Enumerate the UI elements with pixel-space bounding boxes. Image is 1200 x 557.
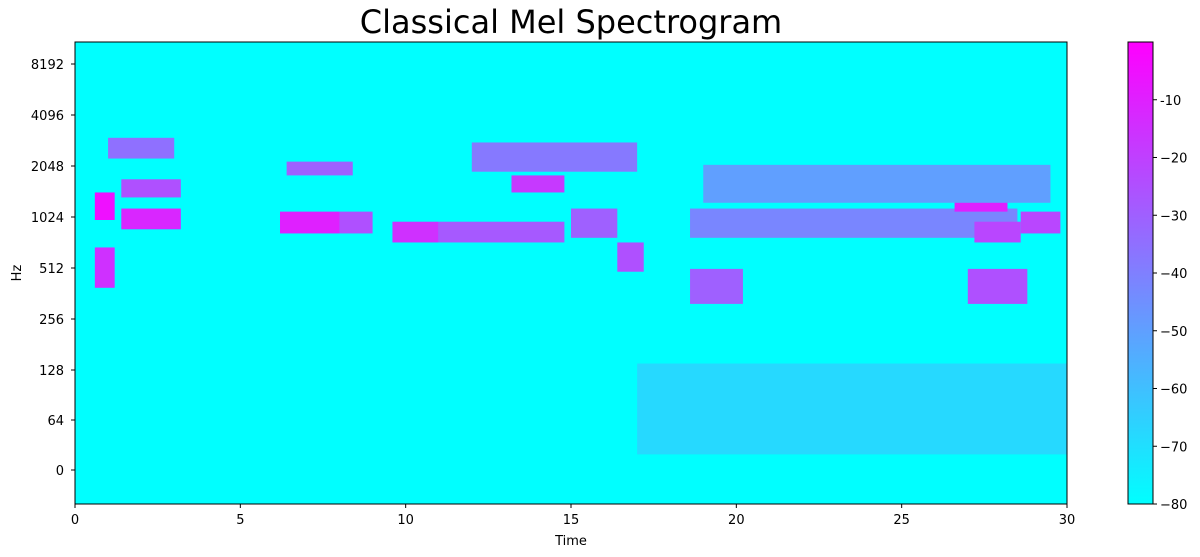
chart-title: Classical Mel Spectrogram (360, 3, 782, 41)
y-tick-label-0: 0 (56, 464, 64, 479)
spectrogram-region-19 (471, 142, 638, 172)
x-tick-label-1: 5 (236, 513, 244, 528)
y-tick-label-2: 128 (39, 364, 64, 379)
y-tick-label-1: 64 (47, 414, 64, 429)
spectrogram-region-11 (690, 268, 743, 304)
colorbar-gradient (1127, 41, 1154, 505)
colorbar-tick-label-5: −60 (1160, 383, 1187, 398)
colorbar-tick-label-7: −80 (1160, 498, 1187, 513)
x-axis: 0 5 10 15 20 25 30 (71, 504, 1075, 528)
x-tick-label-3: 15 (563, 513, 580, 528)
x-tick-label-2: 10 (397, 513, 414, 528)
colorbar-tick-label-4: −50 (1160, 325, 1187, 340)
spectrogram-region-18 (286, 161, 353, 176)
spectrogram-region-10 (617, 242, 644, 272)
y-tick-label-4: 512 (39, 262, 64, 277)
y-tick-label-6: 2048 (31, 160, 64, 175)
y-tick-label-3: 256 (39, 313, 64, 328)
colorbar: -10 −20 −30 −40 −50 −60 −70 −80 (1127, 41, 1187, 513)
spectrogram-region-21 (637, 363, 1067, 455)
y-tick-label-5: 1024 (31, 211, 64, 226)
colorbar-tick-label-6: −70 (1160, 440, 1187, 455)
y-tick-label-8: 8192 (31, 58, 64, 73)
x-axis-label: Time (554, 534, 587, 549)
spectrogram-region-6 (392, 221, 439, 243)
spectrogram-region-3 (121, 179, 181, 198)
spectrogram-region-7 (438, 221, 565, 243)
spectrogram-region-4 (280, 211, 340, 234)
spectrogram-region-8 (511, 175, 565, 193)
spectrogram-region-2 (121, 208, 181, 230)
y-axis-label: Hz (10, 265, 25, 282)
y-axis: 0 64 128 256 512 1024 2048 4096 8192 (31, 58, 75, 479)
spectrogram-region-20 (703, 164, 1051, 203)
colorbar-tick-label-2: −30 (1160, 209, 1187, 224)
x-tick-label-6: 30 (1059, 513, 1076, 528)
colorbar-tick-label-3: −40 (1160, 267, 1187, 282)
spectrogram-region-9 (571, 208, 618, 238)
plot-area (74, 41, 1068, 505)
spectrogram-region-12 (690, 208, 1018, 238)
colorbar-tick-label-0: -10 (1160, 94, 1181, 109)
spectrogram-region-16 (1020, 211, 1061, 234)
spectrogram-region-15 (974, 221, 1021, 243)
x-tick-label-5: 25 (893, 513, 910, 528)
y-tick-label-7: 4096 (31, 109, 64, 124)
spectrogram-region-17 (108, 137, 175, 159)
spectrogram-region-5 (339, 211, 373, 234)
x-tick-label-0: 0 (71, 513, 79, 528)
spectrogram-region-1 (94, 247, 115, 288)
x-tick-label-4: 20 (728, 513, 745, 528)
spectrogram-region-14 (967, 268, 1028, 304)
spectrogram-region-0 (94, 192, 115, 220)
colorbar-tick-label-1: −20 (1160, 152, 1187, 167)
